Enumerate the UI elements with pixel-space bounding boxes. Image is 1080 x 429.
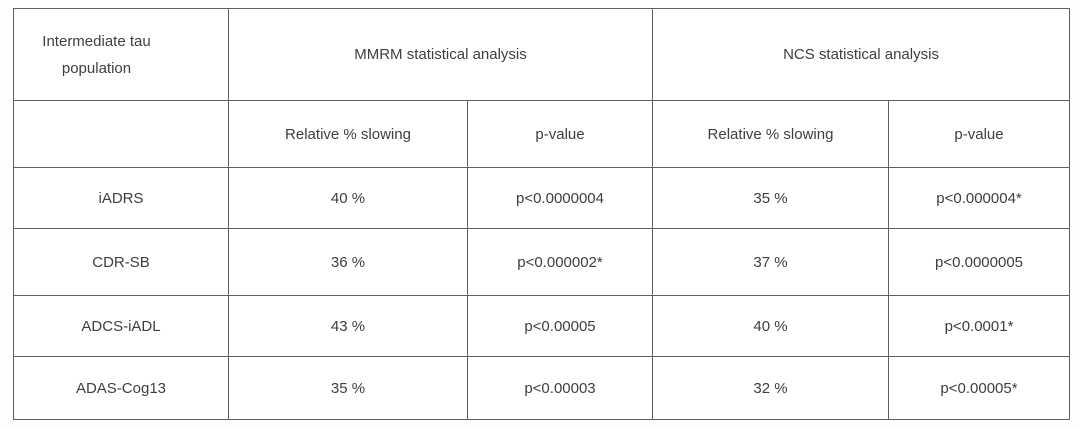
row-label: ADAS-Cog13	[13, 356, 229, 420]
mmrm-slowing-value: 35 %	[228, 356, 468, 420]
row-label: ADCS-iADL	[13, 295, 229, 357]
ncs-slowing-value: 37 %	[652, 228, 889, 296]
mmrm-slowing-value: 40 %	[228, 167, 468, 229]
group-header-ncs: NCS statistical analysis	[651, 8, 1071, 101]
sub-header-ncs-pvalue: p-value	[887, 100, 1071, 168]
ncs-slowing-value: 35 %	[652, 167, 889, 229]
sub-header-empty-cell	[13, 100, 229, 168]
group-header-mmrm: MMRM statistical analysis	[228, 8, 653, 101]
table-row-iadrs: iADRS 40 % p<0.0000004 35 % p<0.000004*	[13, 167, 1071, 229]
sub-header-row: Relative % slowing p-value Relative % sl…	[13, 100, 1071, 168]
mmrm-pvalue: p<0.00003	[467, 356, 653, 420]
mmrm-pvalue: p<0.0000004	[467, 167, 653, 229]
table-row-adas-cog13: ADAS-Cog13 35 % p<0.00003 32 % p<0.00005…	[13, 356, 1071, 420]
mmrm-slowing-value: 43 %	[228, 295, 468, 357]
results-table-container: Intermediate tau population MMRM statist…	[13, 8, 1071, 420]
row-label: CDR-SB	[13, 228, 229, 296]
ncs-pvalue: p<0.0001*	[887, 295, 1071, 357]
sub-header-mmrm-slowing: Relative % slowing	[228, 100, 468, 168]
mmrm-slowing-value: 36 %	[228, 228, 468, 296]
ncs-pvalue: p<0.000004*	[887, 167, 1071, 229]
ncs-slowing-value: 40 %	[652, 295, 889, 357]
table-row-adcs-iadl: ADCS-iADL 43 % p<0.00005 40 % p<0.0001*	[13, 295, 1071, 357]
ncs-pvalue: p<0.00005*	[887, 356, 1071, 420]
corner-header-text: Intermediate tau population	[42, 32, 151, 77]
sub-header-ncs-slowing: Relative % slowing	[652, 100, 889, 168]
mmrm-pvalue: p<0.000002*	[467, 228, 653, 296]
corner-header-cell: Intermediate tau population	[13, 8, 229, 101]
ncs-pvalue: p<0.0000005	[887, 228, 1071, 296]
sub-header-mmrm-pvalue: p-value	[467, 100, 653, 168]
mmrm-pvalue: p<0.00005	[467, 295, 653, 357]
statistical-results-table: Intermediate tau population MMRM statist…	[13, 8, 1071, 420]
table-row-cdr-sb: CDR-SB 36 % p<0.000002* 37 % p<0.0000005	[13, 228, 1071, 296]
group-header-row: Intermediate tau population MMRM statist…	[13, 8, 1071, 101]
row-label: iADRS	[13, 167, 229, 229]
ncs-slowing-value: 32 %	[652, 356, 889, 420]
